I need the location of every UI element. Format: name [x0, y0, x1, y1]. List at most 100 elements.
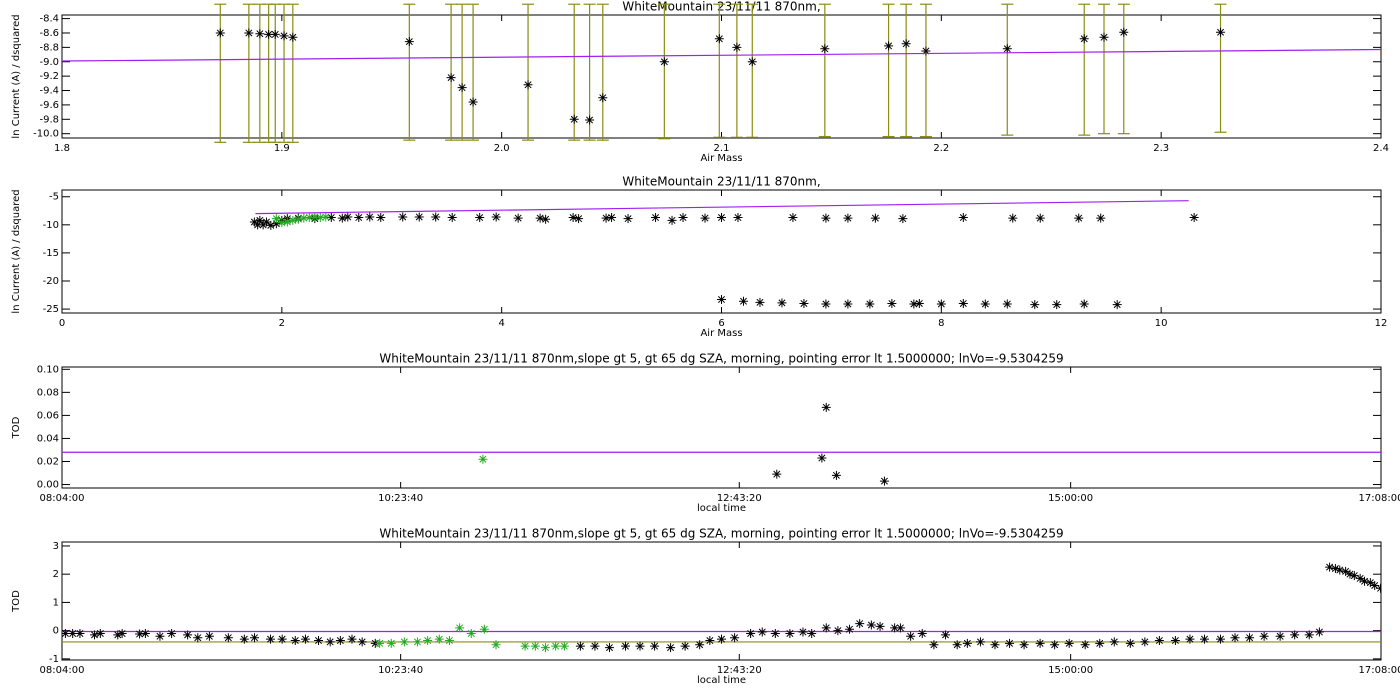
data-point: [1002, 299, 1012, 309]
data-point: [288, 215, 298, 225]
x-tick-label: 2.4: [1373, 143, 1389, 154]
data-point: [261, 217, 271, 227]
data-point: [239, 634, 249, 644]
y-tick-label: -25: [43, 304, 59, 315]
data-point: [1170, 636, 1180, 646]
data-point: [535, 213, 545, 223]
data-point: [1095, 638, 1105, 648]
data-point: [253, 220, 263, 230]
data-point: [865, 299, 875, 309]
data-point: [335, 636, 345, 646]
data-point: [651, 213, 661, 223]
data-point: [1290, 630, 1300, 640]
data-point: [1080, 640, 1090, 650]
data-point: [1050, 640, 1060, 650]
data-point: [255, 29, 265, 39]
y-tick-label: -8.4: [39, 14, 59, 25]
data-point: [468, 97, 478, 107]
data-point: [513, 213, 523, 223]
data-point: [575, 641, 585, 651]
error-bar: [919, 3, 932, 138]
data-point: [898, 214, 908, 224]
y-tick-label: -10: [43, 220, 59, 231]
x-tick-label: 4: [498, 318, 504, 329]
data-point: [1314, 627, 1324, 637]
error-bar: [730, 3, 743, 138]
data-point: [1079, 34, 1089, 44]
data-point: [270, 29, 280, 39]
data-point: [833, 626, 843, 636]
data-point: [1112, 300, 1122, 310]
data-point: [817, 453, 827, 463]
data-point: [354, 213, 364, 223]
data-point: [1360, 576, 1370, 586]
data-point: [990, 640, 1000, 650]
data-point: [906, 631, 916, 641]
data-point: [941, 630, 951, 640]
data-point: [326, 213, 336, 223]
error-bar: [1098, 3, 1111, 135]
data-point: [1079, 299, 1089, 309]
y-tick-label: 0.10: [37, 364, 59, 375]
data-point: [601, 213, 611, 223]
data-point: [412, 637, 422, 647]
data-point: [337, 213, 347, 223]
data-point: [705, 636, 715, 646]
data-point: [958, 213, 968, 223]
chart-title: WhiteMountain 23/11/11 870nm,: [622, 175, 820, 189]
data-point: [747, 57, 757, 67]
data-point: [1140, 637, 1150, 647]
data-point: [376, 213, 386, 223]
data-point: [1304, 630, 1314, 640]
y-tick-label: 0.02: [37, 456, 59, 467]
data-point: [357, 637, 367, 647]
plot-frame: [61, 541, 1382, 661]
data-point: [843, 299, 853, 309]
y-tick-label: -10.0: [33, 129, 59, 140]
error-bar: [1001, 3, 1014, 136]
data-point: [680, 641, 690, 651]
data-point: [475, 213, 485, 223]
data-point: [266, 220, 276, 230]
error-bar: [900, 3, 913, 138]
chart-title: WhiteMountain 23/11/11 870nm,slope gt 5,…: [379, 527, 1063, 541]
data-point: [855, 619, 865, 629]
data-point: [569, 114, 579, 124]
x-tick-label: 17:08:00: [1359, 493, 1400, 504]
data-point: [1230, 633, 1240, 643]
data-point: [1376, 583, 1381, 593]
data-point: [821, 402, 831, 412]
data-point: [798, 627, 808, 637]
data-point: [479, 624, 489, 634]
data-point: [659, 57, 669, 67]
data-point: [325, 637, 335, 647]
data-point: [347, 634, 357, 644]
data-point: [434, 634, 444, 644]
data-point: [321, 212, 331, 222]
data-point: [193, 633, 203, 643]
data-point: [215, 28, 225, 38]
data-point: [1370, 580, 1380, 590]
data-point: [457, 83, 467, 93]
data-point: [1355, 573, 1365, 583]
data-point: [875, 621, 885, 631]
data-point: [1199, 634, 1209, 644]
data-point: [831, 470, 841, 480]
error-bar: [286, 3, 299, 143]
chart-title: WhiteMountain 23/11/11 870nm,slope gt 5,…: [379, 352, 1063, 366]
x-tick-label: 17:08:00: [1359, 665, 1400, 676]
data-point: [113, 630, 123, 640]
data-point: [300, 634, 310, 644]
data-point: [343, 212, 353, 222]
data-point: [1119, 27, 1129, 37]
data-point: [1341, 566, 1351, 576]
data-point: [447, 213, 457, 223]
error-bar: [882, 3, 895, 138]
y-tick-label: -5: [49, 192, 59, 203]
data-point: [62, 628, 70, 638]
data-point: [785, 628, 795, 638]
error-bar: [818, 3, 831, 138]
x-tick-label: 1.9: [274, 143, 290, 154]
